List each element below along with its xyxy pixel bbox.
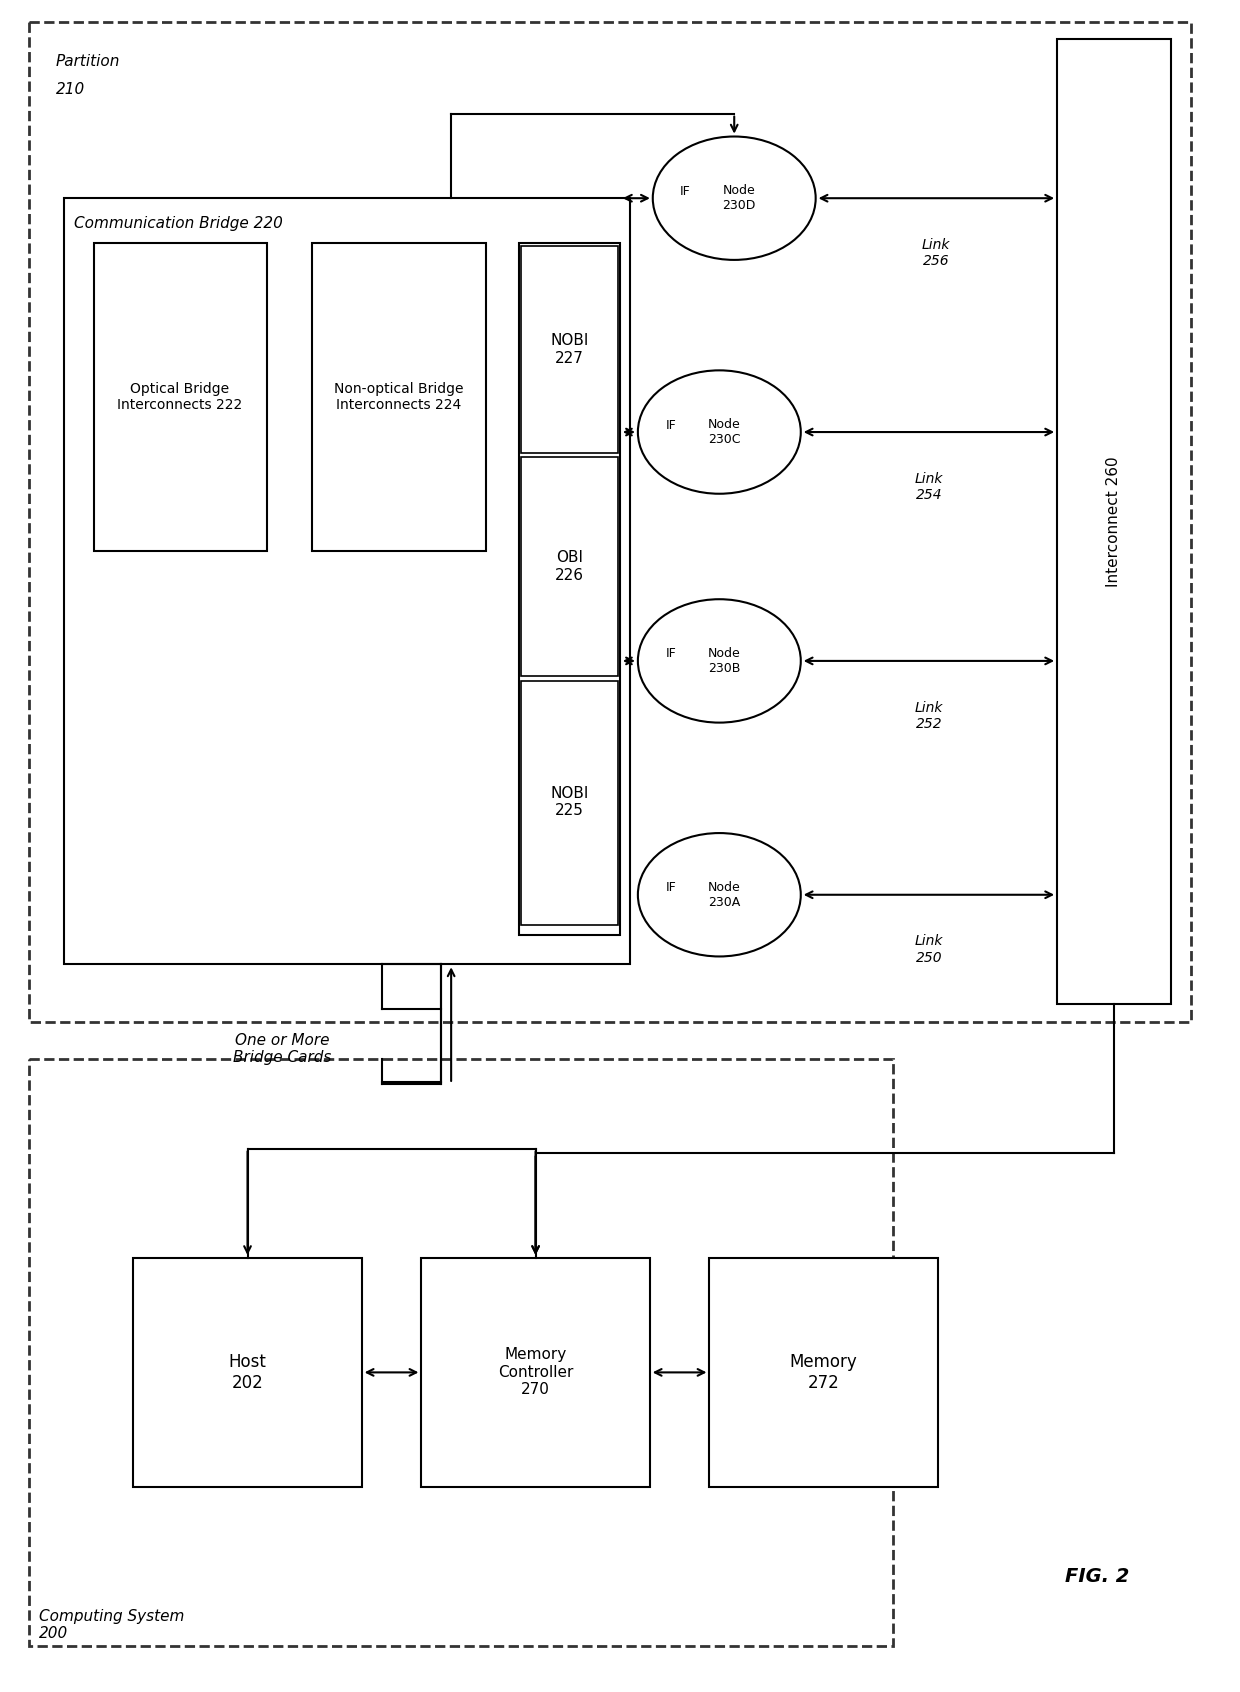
Text: Link
252: Link 252 bbox=[915, 700, 944, 731]
Text: NOBI
227: NOBI 227 bbox=[551, 333, 589, 365]
Bar bbox=[662, 176, 707, 206]
Text: NOBI
225: NOBI 225 bbox=[551, 787, 589, 819]
Bar bbox=[709, 1257, 937, 1487]
Bar bbox=[647, 873, 692, 904]
Text: Host
202: Host 202 bbox=[228, 1354, 267, 1393]
Bar bbox=[521, 245, 618, 453]
Text: OBI
226: OBI 226 bbox=[554, 550, 584, 582]
Text: Memory
272: Memory 272 bbox=[790, 1354, 858, 1393]
Ellipse shape bbox=[652, 137, 816, 261]
Text: Link
256: Link 256 bbox=[921, 239, 950, 267]
Bar bbox=[647, 409, 692, 440]
Text: Interconnect 260: Interconnect 260 bbox=[1106, 457, 1121, 587]
Bar bbox=[1056, 39, 1172, 1005]
Text: IF: IF bbox=[666, 648, 676, 660]
Ellipse shape bbox=[637, 832, 801, 956]
Text: Node
230A: Node 230A bbox=[708, 882, 740, 909]
Bar bbox=[518, 244, 620, 934]
Text: Partition: Partition bbox=[56, 54, 120, 69]
Bar bbox=[521, 680, 618, 924]
Bar bbox=[29, 1059, 893, 1646]
Text: Optical Bridge
Interconnects 222: Optical Bridge Interconnects 222 bbox=[118, 382, 243, 413]
Ellipse shape bbox=[637, 599, 801, 722]
Text: Memory
Controller
270: Memory Controller 270 bbox=[498, 1347, 573, 1398]
Text: IF: IF bbox=[666, 882, 676, 895]
Bar bbox=[422, 1257, 650, 1487]
Text: Computing System
200: Computing System 200 bbox=[38, 1609, 185, 1641]
Bar bbox=[521, 457, 618, 675]
Text: IF: IF bbox=[681, 184, 691, 198]
Bar bbox=[133, 1257, 362, 1487]
Text: FIG. 2: FIG. 2 bbox=[1065, 1567, 1128, 1585]
Bar bbox=[312, 244, 486, 552]
Text: 210: 210 bbox=[56, 81, 86, 96]
Text: Node
230B: Node 230B bbox=[708, 646, 740, 675]
Text: Node
230D: Node 230D bbox=[723, 184, 756, 212]
Bar bbox=[63, 198, 630, 964]
Text: Link
254: Link 254 bbox=[915, 472, 944, 503]
Text: Communication Bridge 220: Communication Bridge 220 bbox=[73, 217, 283, 232]
Text: One or More
Bridge Cards: One or More Bridge Cards bbox=[233, 1032, 331, 1066]
Bar bbox=[93, 244, 268, 552]
Text: Non-optical Bridge
Interconnects 224: Non-optical Bridge Interconnects 224 bbox=[334, 382, 464, 413]
Text: Node
230C: Node 230C bbox=[708, 418, 740, 447]
Bar bbox=[647, 640, 692, 668]
Text: Link
250: Link 250 bbox=[915, 934, 944, 964]
Ellipse shape bbox=[637, 371, 801, 494]
Text: IF: IF bbox=[666, 418, 676, 431]
Bar bbox=[29, 22, 1192, 1022]
